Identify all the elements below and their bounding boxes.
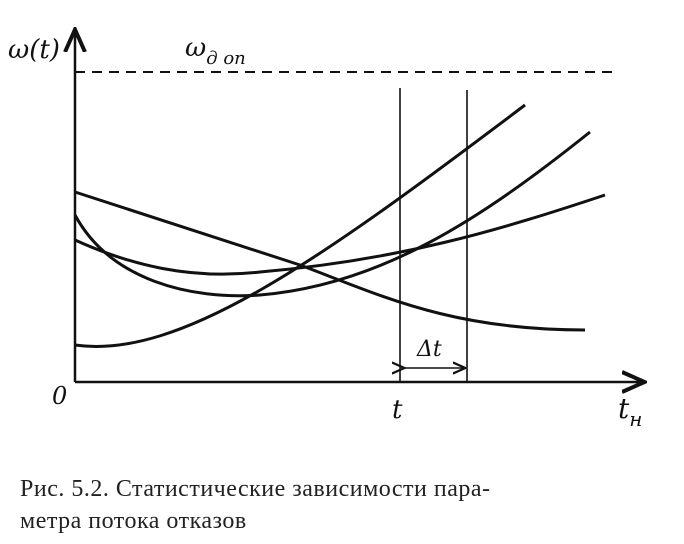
x-symbol: t (618, 392, 630, 425)
t-label: t (392, 395, 403, 425)
limit-subscript: д оп (206, 48, 246, 69)
curve (74, 103, 526, 348)
limit-label: ωд оп (185, 33, 246, 69)
origin-label: 0 (52, 382, 67, 410)
caption-line: Рис. 5.2. Статистические зависимости пар… (20, 476, 491, 502)
limit-symbol: ω (185, 33, 206, 63)
curve (74, 193, 606, 276)
x-subscript: н (629, 407, 642, 431)
curve (73, 130, 591, 298)
x-axis-label: tн (618, 392, 642, 431)
y-axis-label: ω(t) (8, 35, 60, 65)
caption-line: метра потока отказов (20, 508, 247, 534)
interval-label: Δt (416, 337, 442, 362)
curve (74, 190, 586, 332)
